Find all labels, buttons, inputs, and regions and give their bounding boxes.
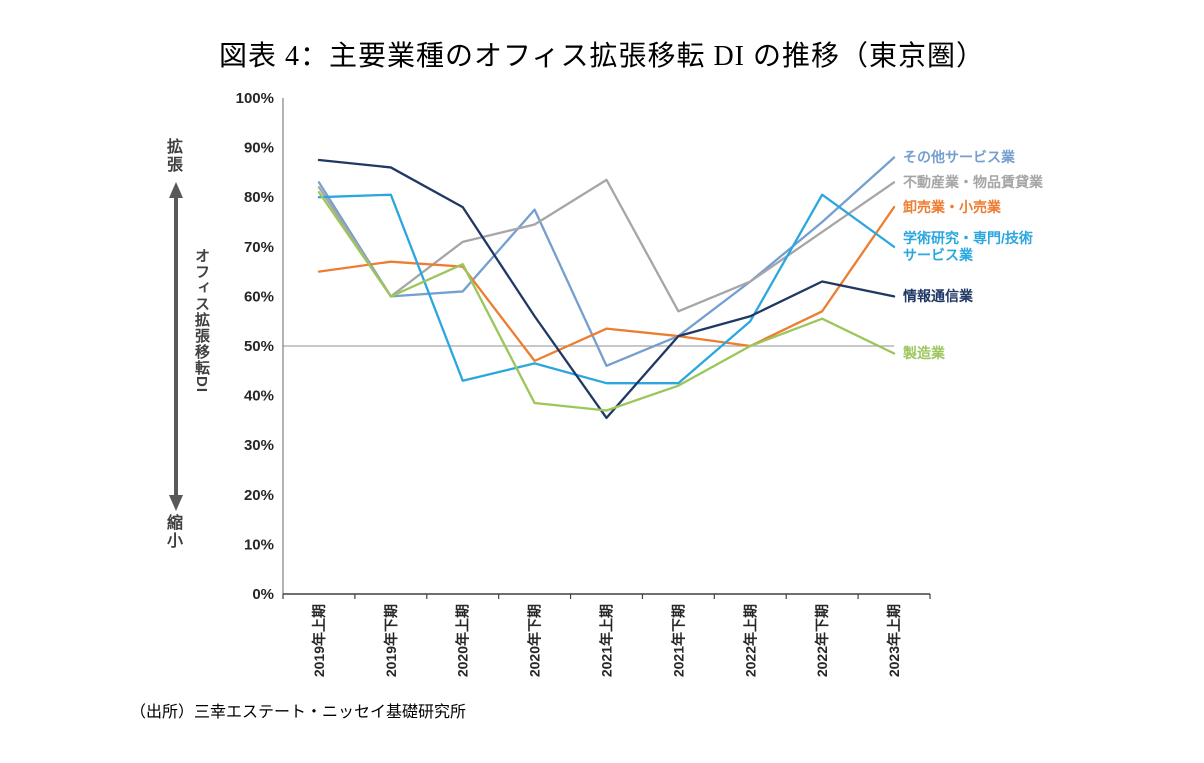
x-tick-label: 2023年上期: [886, 604, 902, 677]
series-label-wholesale-retail: 卸売業・小売業: [903, 198, 1001, 215]
y-tick-label: 40%: [244, 388, 274, 405]
y-tick-label: 10%: [244, 536, 274, 553]
x-tick-label: 2021年下期: [670, 604, 686, 677]
y-tick-label: 80%: [244, 189, 274, 206]
expand-axis-label: 拡張: [164, 138, 181, 174]
y-tick-label: 60%: [244, 288, 274, 305]
y-tick-label: 30%: [244, 437, 274, 454]
y-tick-label: 100%: [236, 90, 274, 107]
series-line-wholesale-retail: [317, 205, 896, 363]
series-label-academic-professional-technical: 学術研究・専門/技術 サービス業: [903, 229, 1033, 263]
contract-axis-label: 縮小: [164, 514, 181, 550]
y-tick-label: 50%: [244, 338, 274, 355]
series-line-manufacturing: [317, 191, 896, 412]
y-tick-label: 90%: [244, 140, 274, 157]
y-tick-label: 20%: [244, 487, 274, 504]
x-tick-label: 2019年下期: [383, 604, 399, 677]
y-axis-title: オフィス拡張移転DI: [193, 248, 210, 393]
chart-title: 図表 4：主要業種のオフィス拡張移転 DI の推移（東京圏）: [219, 41, 985, 72]
series-label-real-estate-goods-leasing: 不動産業・物品賃貸業: [903, 173, 1043, 190]
series-line-other-services: [317, 156, 896, 367]
source-note: （出所）三幸エステート・ニッセイ基礎研究所: [130, 704, 467, 721]
y-tick-label: 70%: [244, 239, 274, 256]
x-tick-label: 2022年上期: [742, 604, 758, 677]
x-tick-label: 2021年上期: [599, 604, 615, 677]
x-tick-label: 2022年下期: [814, 604, 830, 677]
y-tick-label: 0%: [252, 586, 274, 603]
arrow-up-head-icon: [169, 182, 183, 198]
x-tick-label: 2019年上期: [311, 604, 327, 677]
x-tick-label: 2020年上期: [455, 604, 471, 677]
series-label-other-services: その他サービス業: [903, 149, 1015, 166]
series-label-manufacturing: 製造業: [903, 344, 945, 361]
arrow-down-head-icon: [169, 495, 183, 511]
series-line-academic-professional-technical: [317, 193, 896, 385]
series-line-real-estate-goods-leasing: [317, 178, 896, 313]
series-label-information-communications: 情報通信業: [903, 287, 973, 304]
x-tick-label: 2020年下期: [527, 604, 543, 677]
series-line-information-communications: [317, 158, 896, 420]
